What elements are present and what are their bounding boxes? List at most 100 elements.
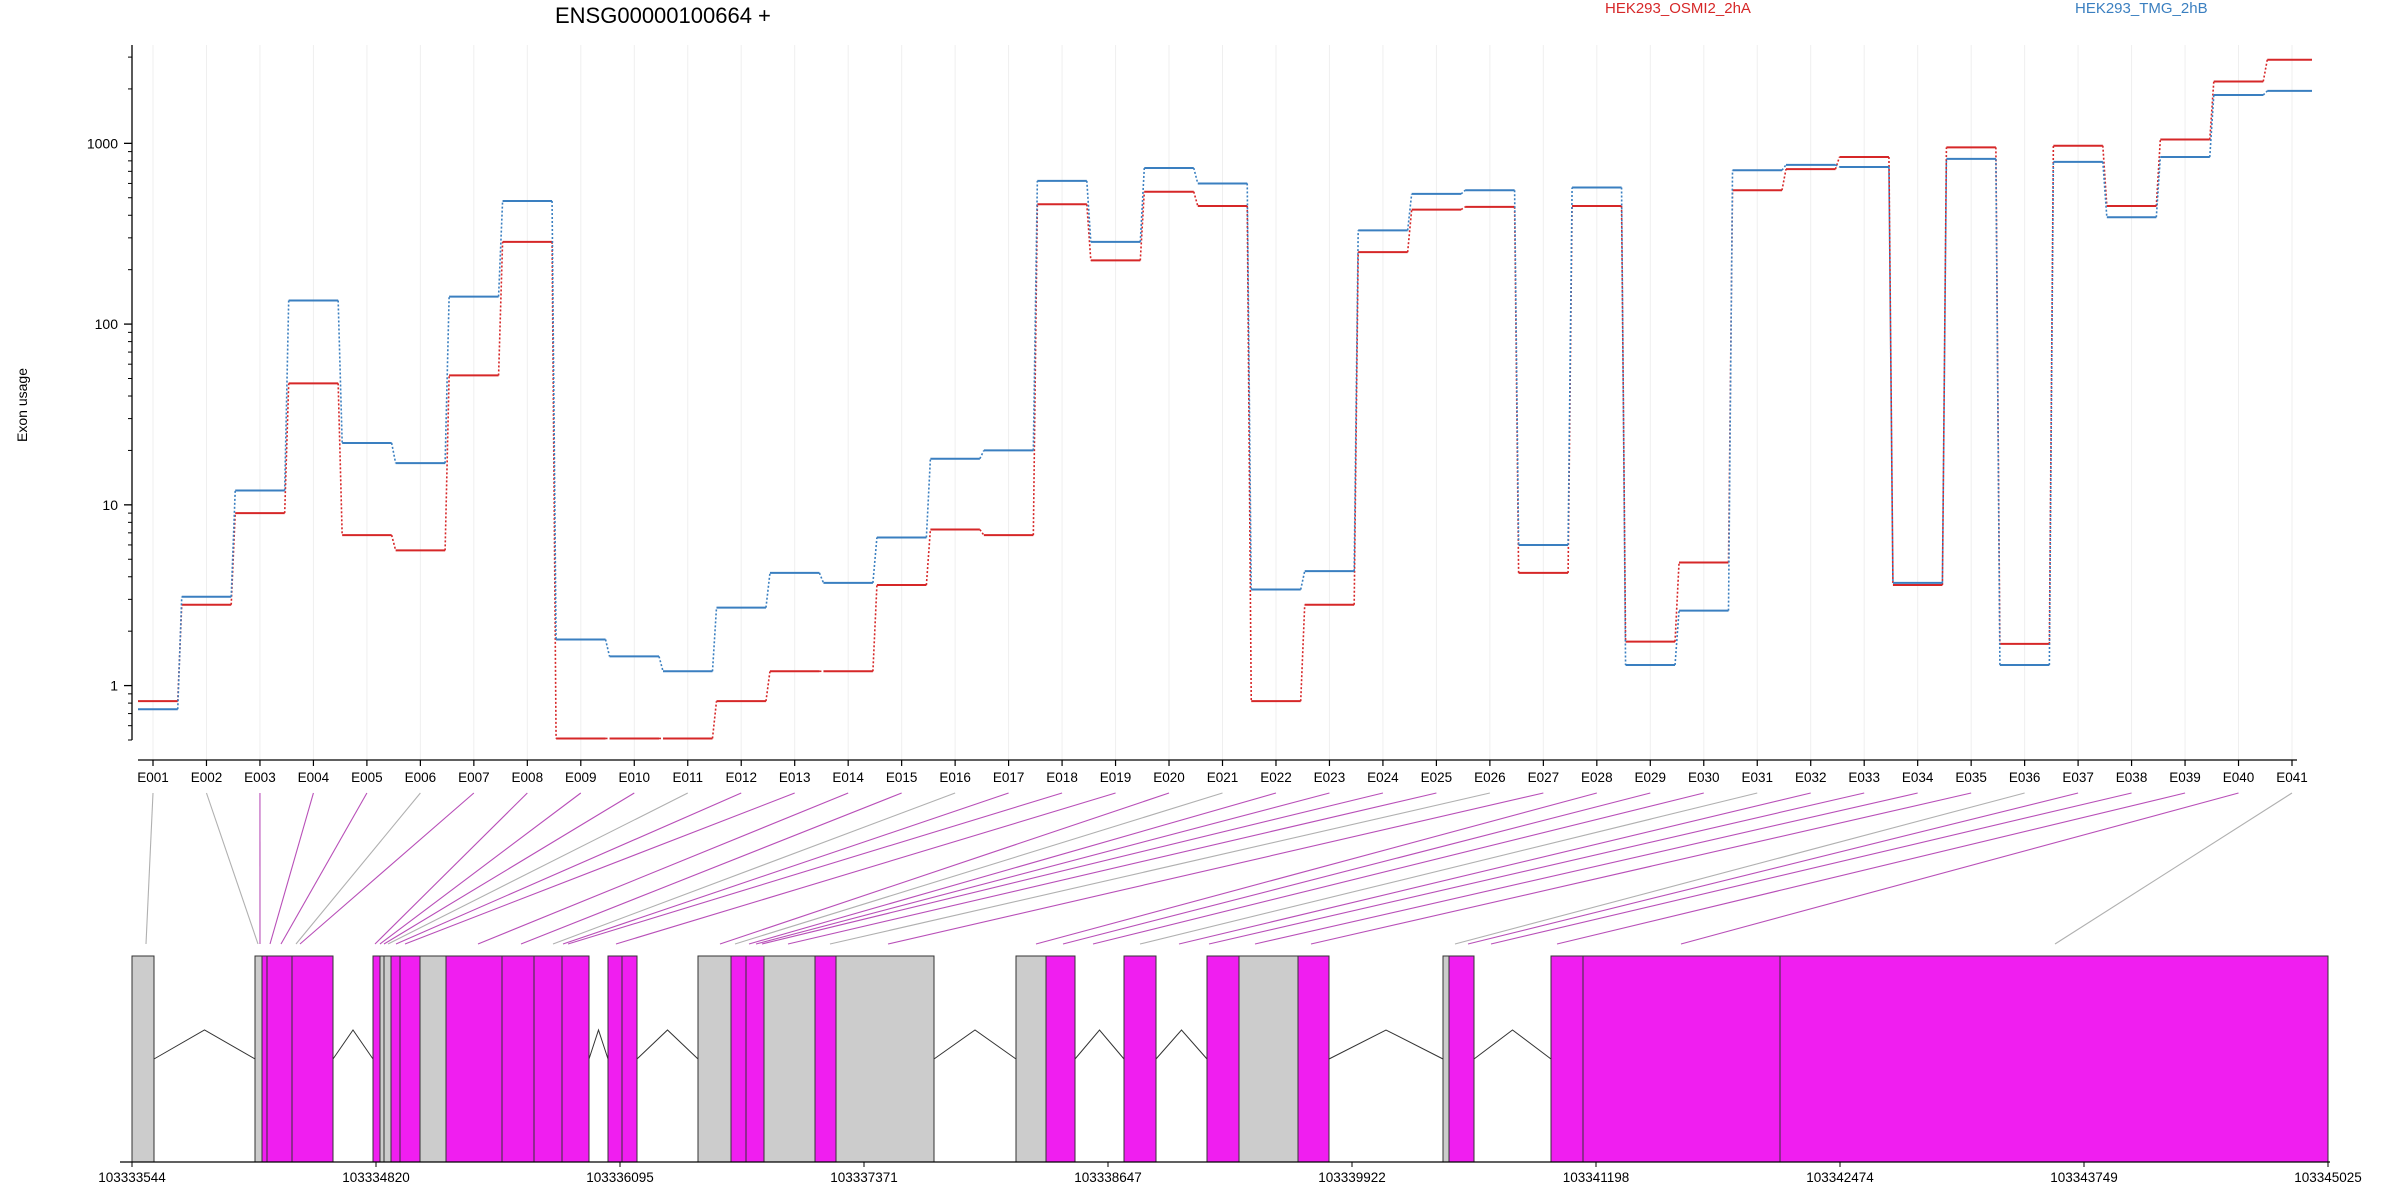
x-axis: E001 E002 E003 E004 E005 E006 E007 E008 E009 E010… bbox=[137, 759, 2308, 785]
series-connector bbox=[1620, 187, 1627, 666]
connector-e033 bbox=[1208, 792, 1865, 945]
series-connector bbox=[872, 537, 878, 583]
x-tick-label-e030: E030 bbox=[1688, 770, 1720, 785]
exon-bin-33 bbox=[1582, 955, 1781, 1163]
x-tick-label-e036: E036 bbox=[2009, 770, 2041, 785]
connector-e001 bbox=[145, 792, 154, 945]
connector-e022 bbox=[748, 792, 1277, 945]
coord-label-9: 103343749 bbox=[2050, 1170, 2118, 1185]
intron-1 bbox=[153, 1029, 256, 1060]
series-connector bbox=[176, 596, 183, 710]
exon-bin-9 bbox=[390, 955, 401, 1163]
connector-e016 bbox=[552, 792, 956, 945]
x-tick-label-e031: E031 bbox=[1741, 770, 1773, 785]
connector-e011 bbox=[387, 792, 688, 945]
x-tick-label-e021: E021 bbox=[1207, 770, 1239, 785]
series-connector bbox=[604, 639, 611, 657]
x-tick-label-e040: E040 bbox=[2223, 770, 2255, 785]
coord-label-2: 103334820 bbox=[342, 1170, 410, 1185]
exon-bin-13 bbox=[501, 955, 535, 1163]
x-tick-label-e016: E016 bbox=[939, 770, 971, 785]
series-connector bbox=[1835, 164, 1840, 168]
x-tick-label-e029: E029 bbox=[1635, 770, 1667, 785]
series-connector bbox=[711, 607, 718, 672]
series-connector bbox=[1139, 168, 1146, 242]
x-tick-label-e037: E037 bbox=[2062, 770, 2094, 785]
series-connector bbox=[2155, 139, 2162, 207]
exon-bin-34 bbox=[1779, 955, 2329, 1163]
exon-bin-18 bbox=[697, 955, 732, 1163]
connector-e013 bbox=[404, 792, 795, 945]
intron-7 bbox=[1155, 1029, 1208, 1060]
connector-e037 bbox=[1467, 792, 2079, 945]
connector-e007 bbox=[299, 792, 475, 945]
exon-bin-19 bbox=[730, 955, 747, 1163]
series-connector bbox=[1888, 157, 1894, 586]
x-tick-label-e020: E020 bbox=[1153, 770, 1185, 785]
x-tick-label-e001: E001 bbox=[137, 770, 169, 785]
series-connector bbox=[444, 375, 450, 551]
coord-label-4: 103337371 bbox=[830, 1170, 898, 1185]
x-tick-label-e019: E019 bbox=[1100, 770, 1132, 785]
intron-2 bbox=[332, 1029, 374, 1060]
series-connector bbox=[283, 383, 290, 514]
series-connector bbox=[1086, 204, 1092, 261]
legend-entry-osmi2: HEK293_OSMI2_2hA bbox=[1605, 0, 1751, 17]
series-connector bbox=[2048, 161, 2055, 666]
connector-e019 bbox=[615, 792, 1116, 945]
connector-e009 bbox=[379, 792, 582, 945]
exon-bin-8 bbox=[383, 955, 392, 1163]
y-axis: 1 10 100 1000 bbox=[87, 45, 133, 741]
connector-e021 bbox=[734, 792, 1223, 945]
connector-e010 bbox=[383, 792, 635, 945]
x-tick-label-e028: E028 bbox=[1581, 770, 1613, 785]
x-tick-label-e035: E035 bbox=[1955, 770, 1987, 785]
connector-e026 bbox=[829, 792, 1490, 945]
exon-bin-25 bbox=[1045, 955, 1076, 1163]
exon-bin-16 bbox=[607, 955, 623, 1163]
x-tick-label-e007: E007 bbox=[458, 770, 490, 785]
coord-label-1: 103333544 bbox=[98, 1170, 166, 1185]
x-tick-label-e017: E017 bbox=[993, 770, 1025, 785]
connector-e006 bbox=[295, 792, 421, 945]
series-connector bbox=[1032, 180, 1039, 451]
x-tick-label-e018: E018 bbox=[1046, 770, 1078, 785]
series-connector bbox=[2102, 145, 2108, 207]
connector-e005 bbox=[280, 792, 368, 945]
series-connector bbox=[1888, 166, 1894, 583]
connector-e036 bbox=[1454, 792, 2025, 945]
series-connector bbox=[390, 442, 397, 464]
series-connector bbox=[925, 458, 932, 538]
series-connector bbox=[1353, 230, 1359, 572]
connector-e015 bbox=[520, 792, 902, 945]
series-connector bbox=[551, 200, 557, 640]
exon-bin-28 bbox=[1238, 955, 1299, 1163]
coord-label-5: 103338647 bbox=[1074, 1170, 1142, 1185]
x-tick-label-e004: E004 bbox=[298, 770, 330, 785]
series-connector bbox=[1995, 158, 2001, 666]
coord-label-7: 103341198 bbox=[1563, 1170, 1630, 1185]
connector-e002 bbox=[205, 792, 259, 945]
chart-title: ENSG00000100664 + bbox=[555, 3, 771, 28]
connector-e004 bbox=[269, 792, 314, 945]
connector-e017 bbox=[562, 792, 1009, 945]
exon-connectors bbox=[145, 792, 2293, 945]
exon-bin-6 bbox=[372, 955, 381, 1163]
x-tick-label-e033: E033 bbox=[1848, 770, 1880, 785]
exon-bin-17 bbox=[621, 955, 638, 1163]
connector-e008 bbox=[374, 792, 528, 945]
exon-bin-30 bbox=[1442, 955, 1450, 1163]
intron-8 bbox=[1328, 1029, 1444, 1060]
intron-5 bbox=[933, 1029, 1017, 1060]
exon-bin-1 bbox=[131, 955, 155, 1163]
y-tick-label-10: 10 bbox=[102, 497, 118, 513]
series-connector bbox=[1353, 252, 1359, 605]
series-connector bbox=[1406, 209, 1413, 253]
exon-bin-11 bbox=[419, 955, 447, 1163]
y-tick-label-100: 100 bbox=[95, 316, 119, 332]
connector-e029 bbox=[1062, 792, 1651, 945]
series-connector bbox=[765, 572, 771, 608]
series-connector bbox=[1781, 168, 1787, 191]
series-connector bbox=[979, 529, 985, 536]
